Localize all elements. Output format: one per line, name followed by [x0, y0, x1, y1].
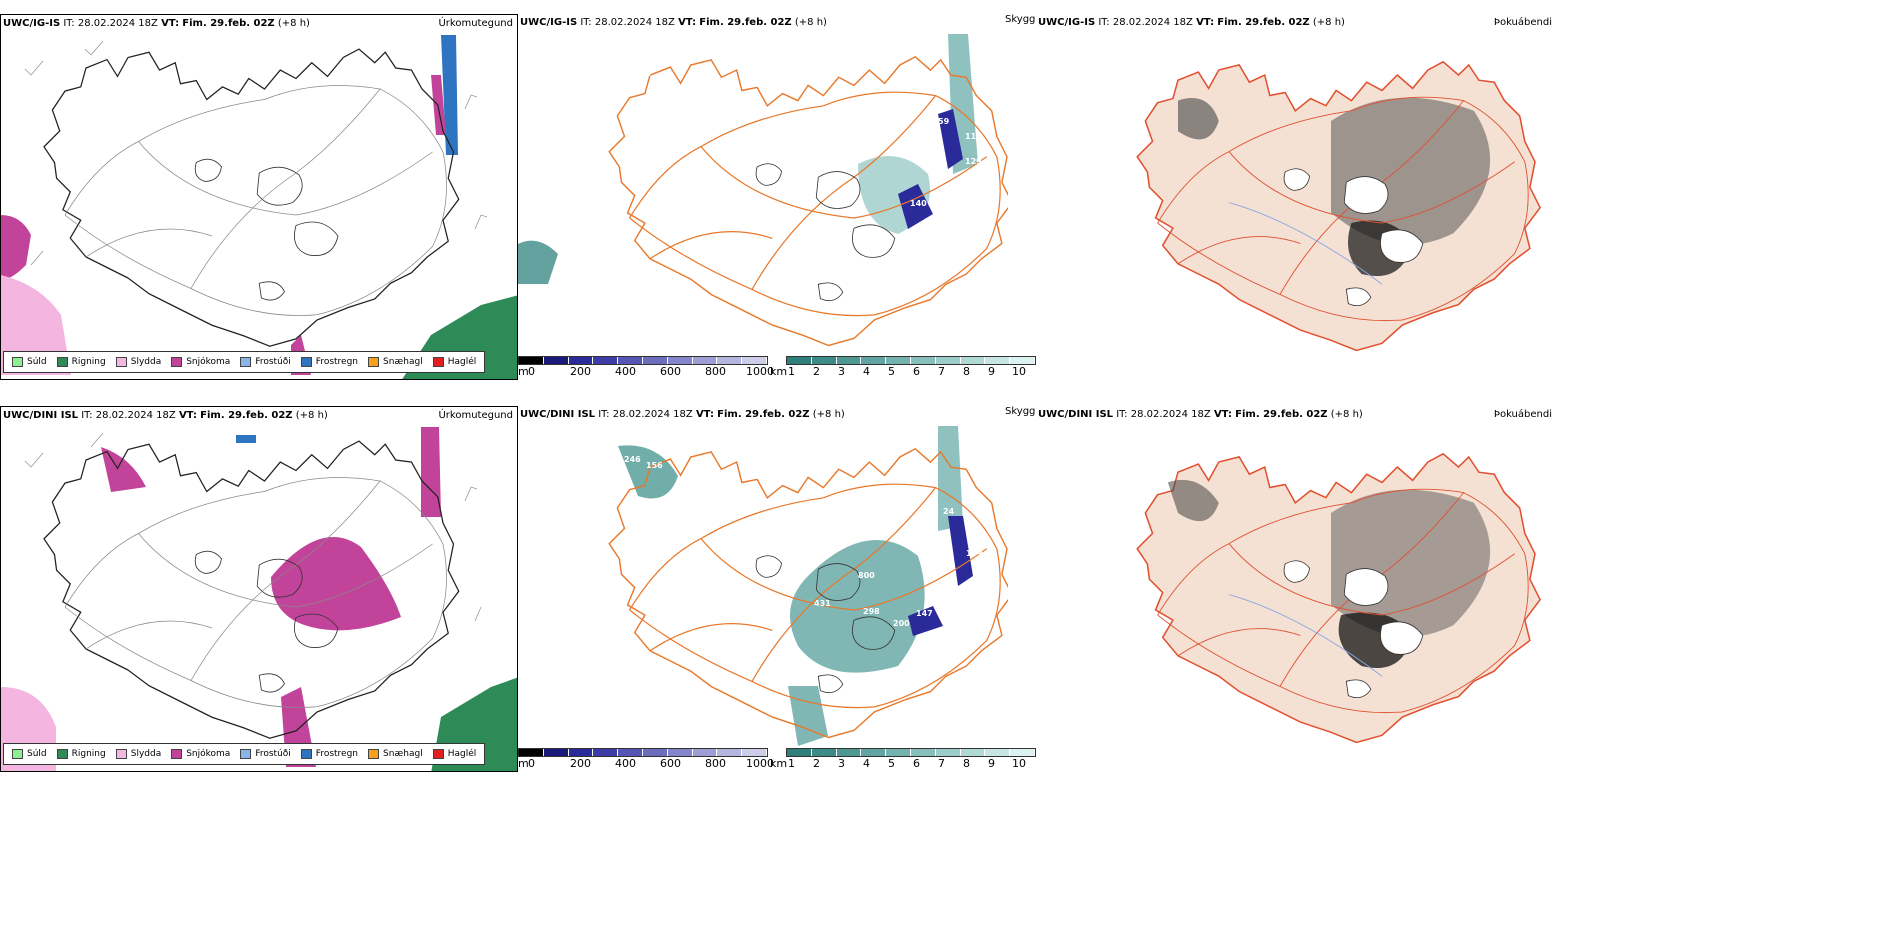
vis-value-label: 140	[910, 199, 927, 208]
visibility-panel-bottom: 246 156 800 431 298 200 147 24 109 UWC/D…	[518, 406, 1008, 772]
fog-title-bottom: Þokuábendi	[1493, 409, 1552, 420]
legend-item: Frostúði	[240, 357, 291, 367]
precip-legend-top: Súld Rigning Slydda Snjókoma Frostúði Fr…	[3, 351, 486, 373]
vis-value-label: 156	[646, 461, 663, 470]
fog-title-top: Þokuábendi	[1493, 17, 1552, 28]
precip-panel-bottom: UWC/DINI ISL IT: 28.02.2024 18Z VT: Fim.…	[0, 406, 518, 772]
precip-legend-bottom: Súld Rigning Slydda Snjókoma Frostúði Fr…	[3, 743, 486, 765]
vis-value-label: 129	[965, 157, 982, 166]
visibility-panel-top: 59 115 129 140 10 20 UWC/IG-IS IT: 28.02…	[518, 14, 1008, 380]
fog-map-top	[1136, 61, 1541, 352]
legend-item: Frostregn	[300, 749, 358, 759]
header-bottom-vis: UWC/DINI ISL IT: 28.02.2024 18Z VT: Fim.…	[520, 409, 845, 420]
vis-colorbar-top: m 0 200 400 600 800 1000 km 1 2 3 4 5 6 …	[518, 356, 1038, 378]
visibility-map-bottom: 246 156 800 431 298 200 147 24 109	[608, 426, 1008, 746]
vis-value-label: 800	[858, 571, 875, 580]
header-bottom-precip: UWC/DINI ISL IT: 28.02.2024 18Z VT: Fim.…	[3, 410, 328, 421]
vis-value-label: 200	[893, 619, 910, 628]
visibility-map-top: 59 115 129 140 10 20	[518, 34, 1008, 347]
legend-item: Rigning	[56, 749, 106, 759]
vis-value-label: 147	[916, 609, 933, 618]
precip-map-bottom	[1, 407, 517, 771]
fog-map-bottom	[1136, 453, 1541, 744]
vis-title-top: Skyggni	[1005, 14, 1045, 25]
legend-item: Snæhagl	[368, 357, 423, 367]
precip-panel-top: UWC/IG-IS IT: 28.02.2024 18Z VT: Fim. 29…	[0, 14, 518, 380]
legend-item: Slydda	[115, 357, 161, 367]
legend-item: Haglél	[432, 357, 476, 367]
vis-colorbar-bottom: m 0 200 400 600 800 1000 km 1 2 3 4 5 6 …	[518, 748, 1038, 770]
precip-title-bottom: Úrkomutegund	[438, 410, 513, 421]
vis-value-label: 109	[966, 549, 983, 558]
legend-item: Súld	[12, 357, 47, 367]
legend-item: Snæhagl	[368, 749, 423, 759]
precip-title-top: Úrkomutegund	[438, 18, 513, 29]
header-top-precip: UWC/IG-IS IT: 28.02.2024 18Z VT: Fim. 29…	[3, 18, 310, 29]
legend-item: Frostúði	[240, 749, 291, 759]
legend-item: Snjókoma	[171, 749, 230, 759]
legend-item: Súld	[12, 749, 47, 759]
legend-item: Rigning	[56, 357, 106, 367]
fog-panel-bottom: UWC/DINI ISL IT: 28.02.2024 18Z VT: Fim.…	[1036, 406, 1556, 772]
legend-item: Frostregn	[300, 357, 358, 367]
legend-item: Snjókoma	[171, 357, 230, 367]
vis-value-label: 431	[814, 599, 831, 608]
vis-value-label: 246	[624, 455, 641, 464]
legend-item: Haglél	[432, 749, 476, 759]
vis-value-label: 10	[640, 69, 652, 78]
vis-title-bottom: Skyggni	[1005, 406, 1045, 417]
vis-value-label: 298	[863, 607, 880, 616]
fog-panel-top: UWC/IG-IS IT: 28.02.2024 18Z VT: Fim. 29…	[1036, 14, 1556, 380]
header-top-vis: UWC/IG-IS IT: 28.02.2024 18Z VT: Fim. 29…	[520, 17, 827, 28]
vis-value-label: 59	[938, 117, 950, 126]
precip-map-top	[1, 15, 517, 379]
header-bottom-fog: UWC/DINI ISL IT: 28.02.2024 18Z VT: Fim.…	[1038, 409, 1363, 420]
header-top-fog: UWC/IG-IS IT: 28.02.2024 18Z VT: Fim. 29…	[1038, 17, 1345, 28]
legend-item: Slydda	[115, 749, 161, 759]
vis-value-label: 115	[965, 132, 982, 141]
vis-value-label: 24	[943, 507, 955, 516]
vis-value-label: 20	[650, 97, 662, 106]
